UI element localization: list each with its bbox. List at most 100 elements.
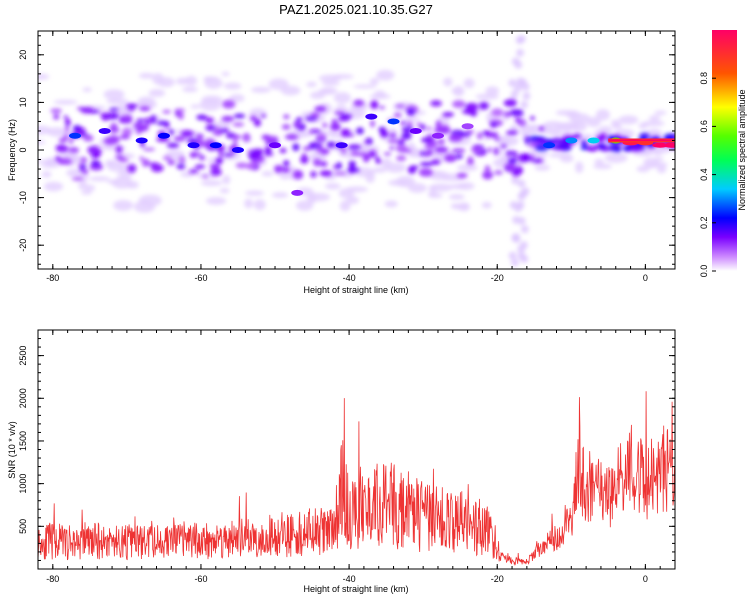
heatmap-cell (423, 138, 434, 144)
heatmap-cell (215, 157, 224, 164)
heatmap-cell (99, 112, 113, 117)
heatmap-cell (340, 128, 351, 137)
heatmap-cell (38, 140, 46, 145)
heatmap-cell (111, 177, 133, 189)
heatmap-cell (541, 120, 565, 133)
heatmap-cell (482, 170, 494, 180)
heatmap-cell (283, 160, 290, 167)
heatmap-cell (594, 158, 604, 165)
heatmap-cell (353, 99, 364, 107)
heatmap-cell (194, 164, 206, 169)
heatmap-cell (333, 111, 346, 115)
heatmap-cell (214, 120, 231, 129)
heatmap-cell (396, 155, 407, 162)
heatmap-cell (166, 142, 180, 149)
heatmap-cell (196, 114, 208, 121)
heatmap-cell (348, 144, 361, 150)
y-tick-label: 0 (18, 147, 28, 152)
heatmap-cell (395, 104, 406, 108)
heatmap-cell (569, 113, 591, 124)
heatmap-cell (592, 145, 600, 150)
heatmap-cell (452, 100, 466, 109)
heatmap-cell (406, 107, 416, 116)
heatmap-cell (434, 146, 449, 153)
heatmap-cell (331, 119, 337, 124)
heatmap-cell (300, 155, 309, 164)
heatmap-cell (416, 121, 421, 128)
heatmap-cell (253, 199, 266, 211)
heatmap-cell (406, 121, 414, 128)
heatmap-cell (510, 90, 519, 99)
heatmap-cell (223, 153, 235, 157)
heatmap-cell (437, 138, 445, 146)
heatmap-cell (554, 144, 568, 149)
heatmap-cell (456, 164, 478, 172)
heatmap-hotspot (209, 142, 222, 149)
heatmap-cell (495, 135, 519, 147)
heatmap-cell (508, 79, 517, 88)
heatmap-cell (608, 144, 621, 152)
colorbar-ticks: 0.0 0.2 0.4 0.6 0.8 (699, 72, 716, 277)
heatmap-cell (264, 146, 272, 156)
heatmap-cell (517, 179, 526, 188)
heatmap-cell (223, 82, 242, 90)
heatmap-cell (319, 170, 332, 177)
heatmap-cell (530, 116, 535, 121)
heatmap-hotspot (157, 132, 170, 139)
heatmap-cell (487, 147, 493, 153)
heatmap-cell (368, 150, 377, 158)
heatmap-cell (654, 110, 667, 116)
heatmap-cell (419, 161, 434, 167)
heatmap-cell (157, 77, 175, 88)
heatmap-cell (505, 150, 518, 156)
heatmap-cell (280, 85, 301, 96)
heatmap-cell (261, 114, 267, 118)
heatmap-cell (493, 147, 499, 156)
heatmap-cell (514, 204, 523, 213)
heatmap-cell (424, 143, 436, 149)
heatmap-cell (210, 168, 222, 176)
heatmap-cell (177, 112, 184, 120)
heatmap-hotspot (461, 123, 474, 130)
heatmap-cell (316, 133, 327, 140)
heatmap-cell (373, 167, 387, 173)
heatmap-cell (284, 134, 299, 140)
heatmap-cell (419, 151, 426, 156)
heatmap-cell (89, 176, 110, 182)
heatmap-cell (306, 81, 317, 88)
heatmap-cell (301, 153, 307, 159)
heatmap-cell (106, 160, 122, 172)
y-tick-label: 1500 (18, 431, 28, 451)
heatmap-cell (273, 164, 284, 173)
heatmap-cell (324, 183, 341, 190)
heatmap-cell (188, 169, 199, 174)
heatmap-hotspot (387, 118, 400, 125)
heatmap-hotspot (231, 147, 244, 153)
heatmap-cell (221, 71, 230, 77)
heatmap-cell (103, 89, 125, 100)
heatmap-cell (643, 157, 659, 169)
heatmap-cell (430, 100, 442, 107)
heatmap-cell (479, 102, 489, 110)
heatmap-hotspot (291, 189, 304, 196)
heatmap-cell (534, 164, 551, 171)
x-tick-label: -20 (491, 574, 504, 584)
heatmap-cell (250, 86, 271, 93)
heatmap-cell (315, 147, 321, 153)
heatmap-cell (490, 122, 497, 126)
heatmap-cell (503, 111, 512, 117)
heatmap-hotspot (587, 137, 600, 144)
heatmap-cell (430, 159, 441, 165)
heatmap-cell (551, 137, 563, 144)
y-tick-label: 2500 (18, 346, 28, 366)
heatmap-hotspot (652, 142, 669, 148)
heatmap-cell (348, 160, 356, 168)
heatmap-cell (346, 167, 360, 173)
heatmap-cell (142, 147, 156, 152)
heatmap-cell (283, 114, 290, 120)
heatmap-cell (138, 72, 155, 79)
heatmap-hotspot (365, 113, 378, 120)
heatmap-cell (475, 93, 500, 100)
heatmap-cell (272, 192, 289, 199)
heatmap-cell (385, 162, 407, 173)
